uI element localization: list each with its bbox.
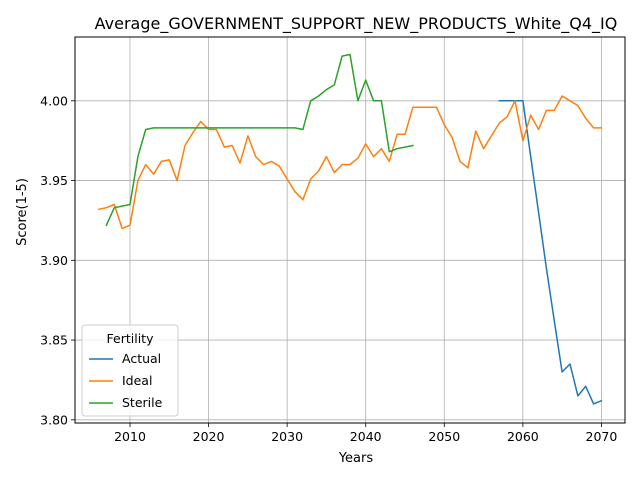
x-tick-label: 2070 bbox=[586, 429, 618, 444]
series-lines bbox=[97, 53, 603, 405]
legend-label-ideal: Ideal bbox=[122, 373, 152, 388]
legend: Fertility Actual Ideal Sterile bbox=[81, 324, 179, 417]
x-axis-label: Years bbox=[338, 451, 374, 466]
x-tick-label: 2050 bbox=[428, 429, 460, 444]
y-tick-label: 3.90 bbox=[40, 253, 68, 268]
x-tick-label: 2040 bbox=[350, 429, 382, 444]
series-line-sterile bbox=[105, 53, 414, 227]
y-tick-label: 3.95 bbox=[40, 173, 68, 188]
series-line-ideal bbox=[97, 95, 603, 230]
x-tick-label: 2020 bbox=[193, 429, 225, 444]
y-tick-label: 4.00 bbox=[40, 93, 68, 108]
legend-label-sterile: Sterile bbox=[122, 395, 163, 410]
legend-title: Fertility bbox=[107, 331, 155, 346]
x-tick-label: 2030 bbox=[271, 429, 303, 444]
series-line-actual bbox=[498, 100, 603, 405]
chart-title: Average_GOVERNMENT_SUPPORT_NEW_PRODUCTS_… bbox=[95, 14, 618, 34]
axis-ticks: 2010 2020 2030 2040 2050 2060 2070 3.80 3.85 3.90… bbox=[40, 93, 617, 444]
y-axis-label: Score(1-5) bbox=[15, 178, 30, 246]
x-tick-label: 2010 bbox=[114, 429, 146, 444]
plot-frame bbox=[74, 36, 626, 424]
legend-box bbox=[81, 324, 179, 417]
x-tick-label: 2060 bbox=[507, 429, 539, 444]
y-tick-label: 3.80 bbox=[40, 412, 68, 427]
legend-label-actual: Actual bbox=[122, 351, 161, 366]
y-tick-label: 3.85 bbox=[40, 333, 68, 348]
